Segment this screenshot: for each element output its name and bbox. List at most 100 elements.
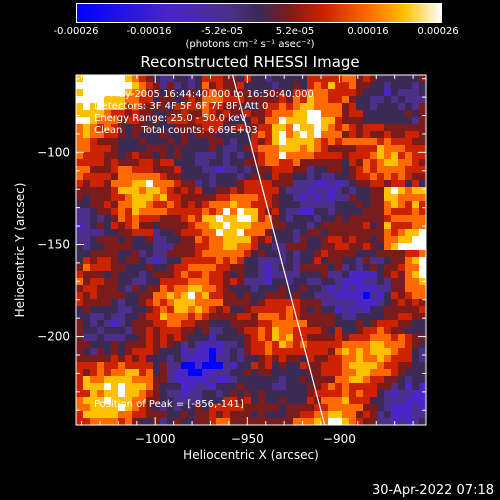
heatmap-cell [132, 313, 140, 321]
heatmap-cell [300, 320, 308, 328]
heatmap-cell [251, 376, 259, 384]
heatmap-cell [118, 334, 126, 342]
heatmap-cell [349, 285, 357, 293]
heatmap-cell [272, 75, 280, 83]
heatmap-cell [83, 411, 91, 419]
heatmap-cell [265, 229, 273, 237]
heatmap-cell [202, 411, 210, 419]
heatmap-cell [174, 75, 182, 83]
heatmap-cell [279, 390, 287, 398]
heatmap-cell [76, 124, 84, 132]
heatmap-cell [90, 110, 98, 118]
heatmap-cell [209, 271, 217, 279]
heatmap-cell [195, 369, 203, 377]
heatmap-cell [188, 229, 196, 237]
heatmap-cell [412, 278, 420, 286]
heatmap-cell [328, 355, 336, 363]
heatmap-cell [97, 327, 105, 335]
heatmap-cell [293, 285, 301, 293]
heatmap-cell [391, 152, 399, 160]
heatmap-cell [125, 215, 133, 223]
heatmap-cell [104, 89, 112, 97]
heatmap-cell [377, 285, 385, 293]
heatmap-cell [370, 82, 378, 90]
heatmap-cell [167, 404, 175, 412]
heatmap-cell [223, 383, 231, 391]
heatmap-cell [181, 103, 189, 111]
heatmap-cell [209, 201, 217, 209]
heatmap-cell [160, 215, 168, 223]
heatmap-cell [174, 82, 182, 90]
heatmap-cell [307, 327, 315, 335]
heatmap-cell [335, 313, 343, 321]
heatmap-cell [405, 243, 413, 251]
heatmap-cell [167, 355, 175, 363]
heatmap-cell [377, 152, 385, 160]
heatmap-cell [83, 299, 91, 307]
heatmap-cell [307, 215, 315, 223]
heatmap-cell [398, 131, 406, 139]
heatmap-cell [342, 131, 350, 139]
heatmap-cell [307, 152, 315, 160]
heatmap-cell [398, 194, 406, 202]
heatmap-cell [335, 397, 343, 405]
heatmap-cell [321, 369, 329, 377]
heatmap-cell [370, 411, 378, 419]
heatmap-cell [125, 180, 133, 188]
heatmap-cell [412, 411, 420, 419]
heatmap-cell [342, 369, 350, 377]
heatmap-cell [286, 103, 294, 111]
heatmap-cell [419, 89, 427, 97]
heatmap-cell [272, 250, 280, 258]
heatmap-cell [167, 152, 175, 160]
heatmap-cell [349, 82, 357, 90]
heatmap-cell [265, 117, 273, 125]
heatmap-cell [349, 362, 357, 370]
heatmap-cell [279, 194, 287, 202]
heatmap-cell [251, 145, 259, 153]
heatmap-cell [83, 285, 91, 293]
heatmap-cell [377, 278, 385, 286]
heatmap-cell [244, 194, 252, 202]
heatmap-cell [139, 173, 147, 181]
heatmap-cell [111, 222, 119, 230]
heatmap-cell [258, 341, 266, 349]
heatmap-cell [398, 110, 406, 118]
heatmap-cell [377, 222, 385, 230]
heatmap-cell [132, 145, 140, 153]
heatmap-cell [412, 306, 420, 314]
heatmap-cell [167, 327, 175, 335]
heatmap-cell [209, 383, 217, 391]
heatmap-cell [265, 292, 273, 300]
heatmap-cell [419, 131, 427, 139]
heatmap-cell [293, 194, 301, 202]
heatmap-cell [97, 306, 105, 314]
heatmap-cell [97, 194, 105, 202]
heatmap-cell [118, 152, 126, 160]
heatmap-cell [272, 194, 280, 202]
heatmap-cell [118, 187, 126, 195]
heatmap-cell [405, 390, 413, 398]
heatmap-cell [174, 376, 182, 384]
heatmap-cell [384, 208, 392, 216]
heatmap-cell [244, 369, 252, 377]
heatmap-cell [195, 201, 203, 209]
heatmap-cell [342, 390, 350, 398]
heatmap-cell [356, 152, 364, 160]
heatmap-cell [111, 341, 119, 349]
heatmap-cell [356, 250, 364, 258]
heatmap-cell [111, 138, 119, 146]
heatmap-cell [279, 271, 287, 279]
heatmap-cell [384, 285, 392, 293]
heatmap-cell [76, 173, 84, 181]
heatmap-cell [174, 355, 182, 363]
heatmap-cell [300, 96, 308, 104]
heatmap-cell [251, 180, 259, 188]
heatmap-cell [244, 292, 252, 300]
heatmap-cell [132, 292, 140, 300]
heatmap-cell [314, 411, 322, 419]
heatmap-cell [419, 341, 427, 349]
heatmap-cell [279, 397, 287, 405]
heatmap-cell [174, 187, 182, 195]
heatmap-cell [104, 383, 112, 391]
